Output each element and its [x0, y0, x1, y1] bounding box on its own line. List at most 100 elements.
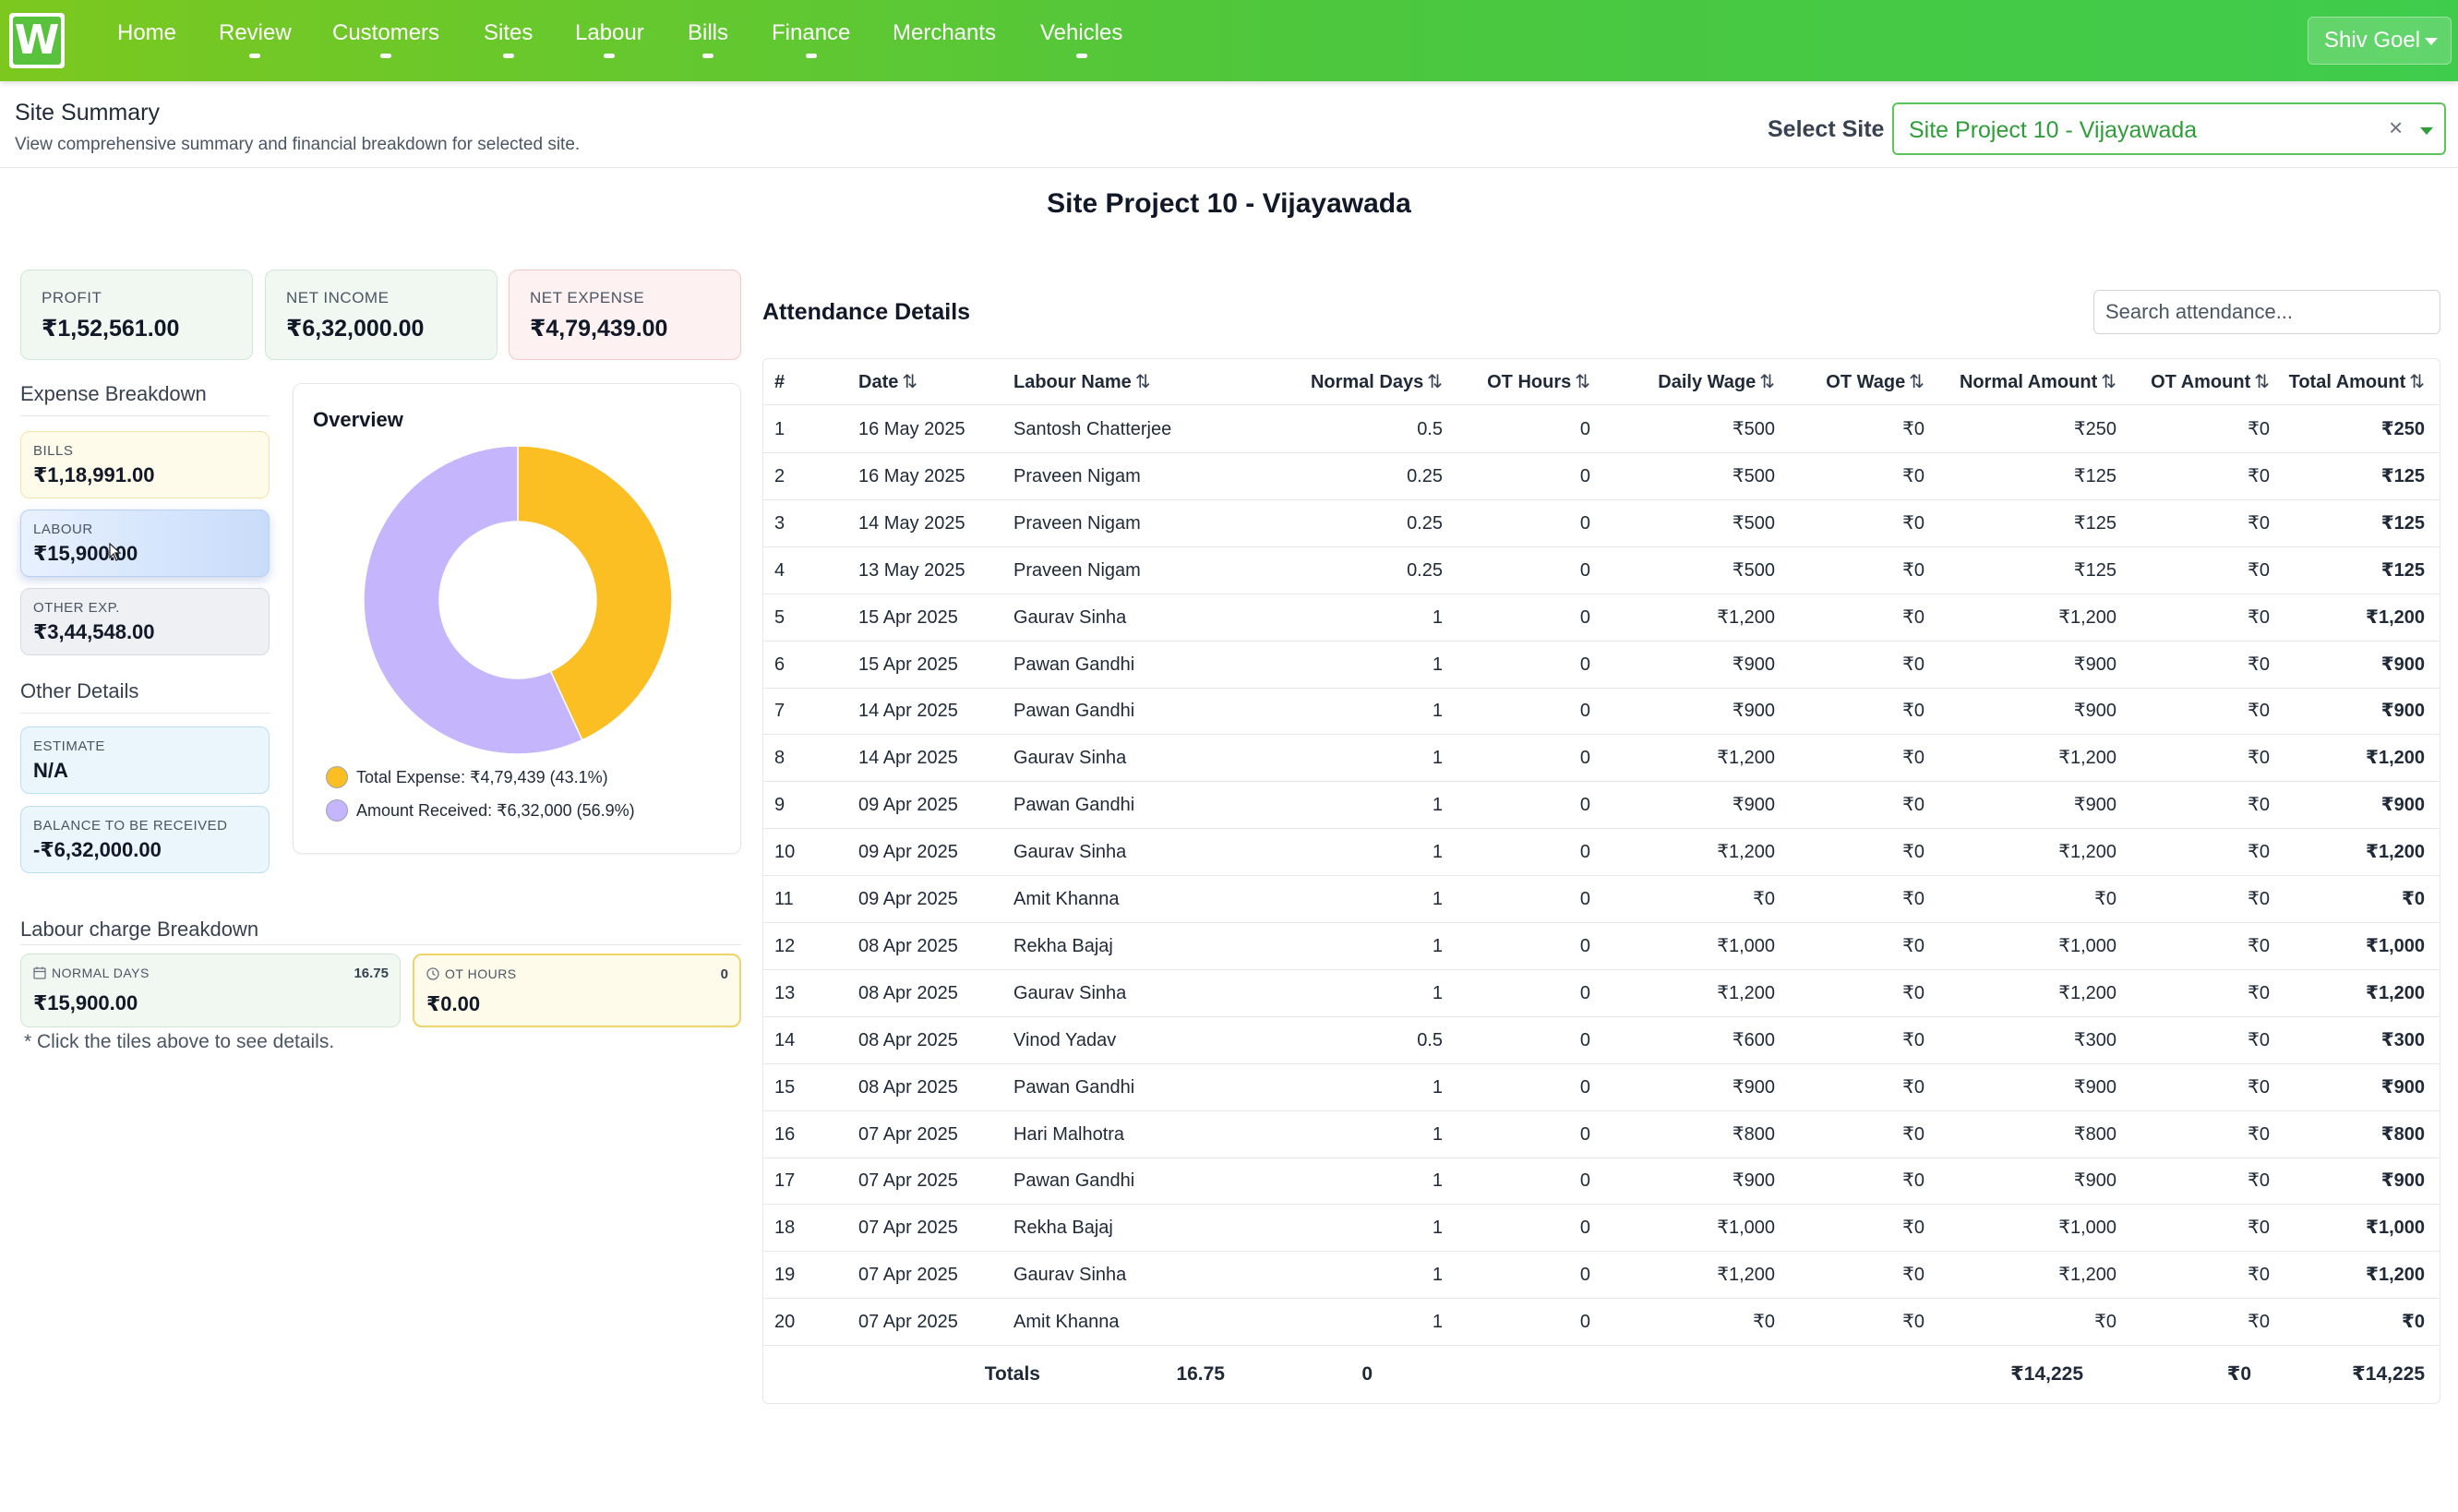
attendance-search-input[interactable] [2093, 290, 2440, 334]
cell-date: 08 Apr 2025 [858, 1076, 958, 1098]
labour-tile[interactable]: LABOUR ₹15,900.00 [20, 510, 270, 577]
sort-icon[interactable]: ⇅ [1909, 372, 1924, 392]
cell-labour-name: Hari Malhotra [1013, 1123, 1125, 1145]
table-row[interactable]: 9 09 Apr 2025 Pawan Gandhi 1 0 ₹900 ₹0 ₹900 ₹0 ₹9… [763, 782, 2440, 830]
sort-icon[interactable]: ⇅ [1575, 372, 1590, 392]
header-col-ot-hours[interactable]: OT Hours ⇅ [1443, 359, 1590, 405]
cell-normal-days: 1 [1432, 1218, 1443, 1239]
header-col-normal-days[interactable]: Normal Days ⇅ [1225, 359, 1443, 405]
cell-normal-amount: ₹1,200 [2058, 1265, 2116, 1286]
header-col-labour-name[interactable]: Labour Name ⇅ [1013, 359, 1235, 405]
site-select[interactable]: Site Project 10 - Vijayawada × [1892, 102, 2446, 155]
chevron-down-icon[interactable] [2420, 127, 2433, 135]
legend-text-amount-received: Amount Received: ₹6,32,000 (56.9%) [356, 801, 635, 820]
cell-ot-hours: 0 [1579, 1170, 1590, 1192]
other-expense-tile[interactable]: OTHER EXP. ₹3,44,548.00 [20, 588, 270, 655]
table-row[interactable]: 12 08 Apr 2025 Rekha Bajaj 1 0 ₹1,000 ₹0 ₹1,000… [763, 923, 2440, 970]
legend-text-total-expense: Total Expense: ₹4,79,439 (43.1%) [356, 768, 608, 786]
donut-slice-total-expense[interactable] [517, 445, 673, 741]
cell-ot-hours: 0 [1579, 465, 1590, 486]
cell-labour-name: Pawan Gandhi [1013, 795, 1135, 816]
nav-vehicles[interactable]: Vehicles [1040, 20, 1122, 59]
table-row[interactable]: 13 08 Apr 2025 Gaurav Sinha 1 0 ₹1,200 ₹0 ₹1,20… [763, 970, 2440, 1017]
sort-icon[interactable]: ⇅ [1427, 372, 1443, 392]
cell-date: 15 Apr 2025 [858, 606, 958, 628]
clear-icon[interactable]: × [2389, 114, 2404, 141]
table-row[interactable]: 6 15 Apr 2025 Pawan Gandhi 1 0 ₹900 ₹0 ₹900 ₹0 ₹9… [763, 642, 2440, 689]
cell-date: 16 May 2025 [858, 465, 965, 486]
attendance-title: Attendance Details [762, 299, 971, 325]
cell-daily-wage: ₹800 [1732, 1123, 1775, 1145]
bills-tile[interactable]: BILLS ₹1,18,991.00 [20, 431, 270, 498]
nav-customers[interactable]: Customers [332, 20, 439, 59]
table-row[interactable]: 2 16 May 2025 Praveen Nigam 0.25 0 ₹500 ₹0 ₹125… [763, 453, 2440, 500]
table-row[interactable]: 19 07 Apr 2025 Gaurav Sinha 1 0 ₹1,200 ₹0 ₹1,20… [763, 1252, 2440, 1300]
sort-icon[interactable]: ⇅ [1134, 372, 1151, 392]
cell-total-amount: ₹900 [2380, 1170, 2425, 1192]
header-col-date[interactable]: Date ⇅ [858, 359, 988, 405]
table-row[interactable]: 7 14 Apr 2025 Pawan Gandhi 1 0 ₹900 ₹0 ₹900 ₹0 ₹9… [763, 688, 2440, 736]
table-row[interactable]: 3 14 May 2025 Praveen Nigam 0.25 0 ₹500 ₹0 ₹125… [763, 500, 2440, 547]
table-row[interactable]: 8 14 Apr 2025 Gaurav Sinha 1 0 ₹1,200 ₹0 ₹1,200… [763, 735, 2440, 783]
table-row[interactable]: 15 08 Apr 2025 Pawan Gandhi 1 0 ₹900 ₹0 ₹900 ₹0 ₹… [763, 1064, 2440, 1111]
table-row[interactable]: 17 07 Apr 2025 Pawan Gandhi 1 0 ₹900 ₹0 ₹900 ₹0 ₹… [763, 1158, 2440, 1206]
nav-bills[interactable]: Bills [688, 20, 728, 59]
cell-labour-name: Pawan Gandhi [1013, 654, 1135, 675]
nav-labour-label: Labour [575, 20, 644, 45]
table-row[interactable]: 20 07 Apr 2025 Amit Khanna 1 0 ₹0 ₹0 ₹0 ₹0 ₹0 [763, 1299, 2440, 1347]
table-row[interactable]: 11 09 Apr 2025 Amit Khanna 1 0 ₹0 ₹0 ₹0 ₹0 ₹0 [763, 876, 2440, 923]
page-title: Site Summary [15, 100, 160, 126]
user-menu-button[interactable]: Shiv Goel [2308, 17, 2452, 65]
nav-finance[interactable]: Finance [772, 20, 850, 59]
cell-date: 08 Apr 2025 [858, 935, 958, 956]
header-col-normal-amount[interactable]: Normal Amount ⇅ [1924, 359, 2116, 405]
table-row[interactable]: 10 09 Apr 2025 Gaurav Sinha 1 0 ₹1,200 ₹0 ₹1,20… [763, 829, 2440, 877]
cell-ot-wage: ₹0 [1902, 1123, 1924, 1145]
net-income-value: ₹6,32,000.00 [286, 316, 425, 342]
sort-icon[interactable]: ⇅ [2409, 372, 2425, 392]
sort-icon[interactable]: ⇅ [902, 372, 918, 392]
nav-merchants[interactable]: Merchants [893, 20, 996, 59]
cell-normal-amount: ₹900 [2073, 1076, 2116, 1098]
ot-hours-tile[interactable]: OT HOURS 0 ₹0.00 [413, 954, 741, 1027]
bills-value: ₹1,18,991.00 [33, 463, 155, 486]
header-col-total-amount[interactable]: Total Amount ⇅ [2270, 359, 2425, 405]
cell-normal-amount: ₹125 [2073, 559, 2116, 581]
nav-review-dropdown-indicator [249, 54, 261, 58]
nav-finance-dropdown-indicator [805, 54, 817, 58]
table-row[interactable]: 14 08 Apr 2025 Vinod Yadav 0.5 0 ₹600 ₹0 ₹300 ₹0… [763, 1017, 2440, 1064]
net-expense-label: NET EXPENSE [530, 289, 645, 306]
cell-normal-amount: ₹1,000 [2058, 1218, 2116, 1239]
cell-normal-days: 0.25 [1407, 512, 1443, 534]
cell-ot-hours: 0 [1579, 842, 1590, 863]
header-col-ot-amount[interactable]: OT Amount ⇅ [2116, 359, 2270, 405]
table-row[interactable]: 5 15 Apr 2025 Gaurav Sinha 1 0 ₹1,200 ₹0 ₹1,200… [763, 594, 2440, 642]
table-row[interactable]: 18 07 Apr 2025 Rekha Bajaj 1 0 ₹1,000 ₹0 ₹1,000… [763, 1205, 2440, 1253]
nav-sites[interactable]: Sites [484, 20, 533, 59]
profit-label: PROFIT [42, 289, 102, 306]
nav-labour[interactable]: Labour [575, 20, 644, 59]
cell-ot-hours: 0 [1579, 1312, 1590, 1333]
sort-icon[interactable]: ⇅ [1759, 372, 1775, 392]
sort-icon[interactable]: ⇅ [2101, 372, 2116, 392]
table-row[interactable]: 1 16 May 2025 Santosh Chatterjee 0.5 0 ₹500 ₹0… [763, 406, 2440, 453]
nav-bills-dropdown-indicator [702, 54, 713, 58]
nav-home[interactable]: Home [117, 20, 176, 59]
header-col-daily-wage[interactable]: Daily Wage ⇅ [1590, 359, 1775, 405]
header-col-ot-wage[interactable]: OT Wage ⇅ [1775, 359, 1924, 405]
normal-days-tile[interactable]: NORMAL DAYS 16.75 ₹15,900.00 [20, 954, 401, 1027]
cell-daily-wage: ₹1,200 [1717, 982, 1775, 1003]
donut-slice-amount-received[interactable] [363, 445, 583, 755]
cell-ot-hours: 0 [1579, 654, 1590, 675]
table-row[interactable]: 16 07 Apr 2025 Hari Malhotra 1 0 ₹800 ₹0 ₹800 ₹0… [763, 1111, 2440, 1158]
ot-hours-label-text: OT HOURS [445, 966, 517, 981]
cell-ot-hours: 0 [1579, 419, 1590, 439]
sort-icon[interactable]: ⇅ [2254, 372, 2270, 392]
cell-daily-wage: ₹1,200 [1717, 748, 1775, 769]
app-logo[interactable]: W [9, 13, 65, 68]
nav-customers-label: Customers [332, 20, 440, 45]
table-row[interactable]: 4 13 May 2025 Praveen Nigam 0.25 0 ₹500 ₹0 ₹125… [763, 547, 2440, 594]
header-divider [0, 167, 2458, 168]
cell-normal-days: 0.5 [1417, 419, 1443, 439]
nav-review[interactable]: Review [219, 20, 292, 59]
